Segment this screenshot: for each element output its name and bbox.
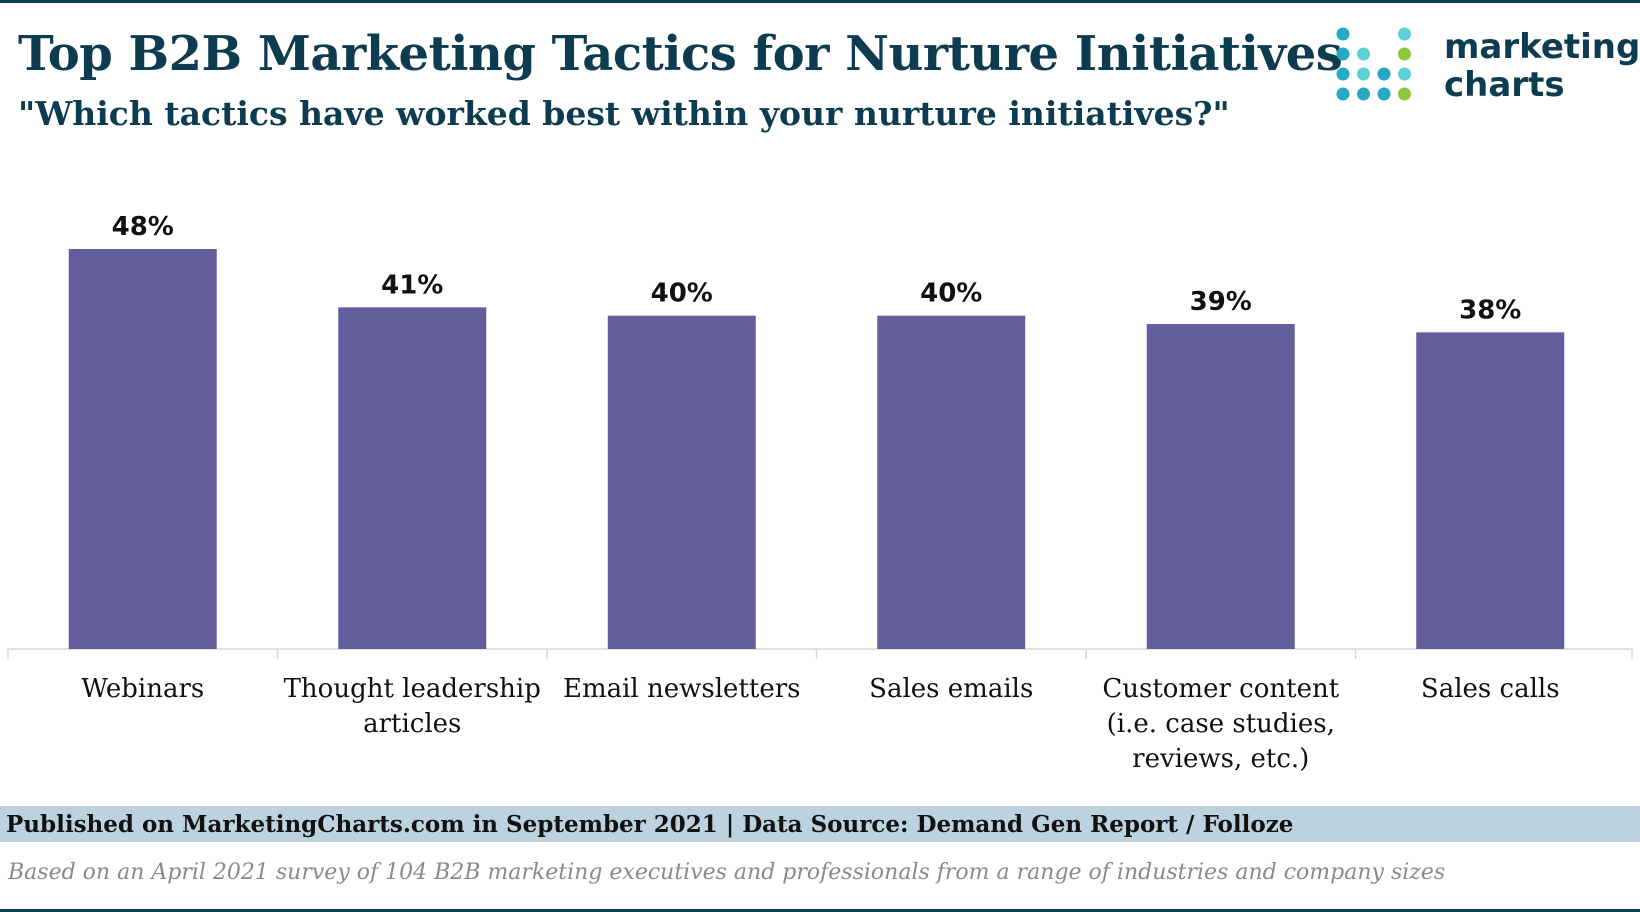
data-label: 38% (1459, 295, 1521, 325)
logo-dot (1398, 47, 1411, 61)
bar (1146, 324, 1295, 649)
logo-dot (1377, 67, 1391, 81)
source-band (0, 806, 1640, 842)
bar (1416, 332, 1565, 649)
bar (877, 315, 1026, 649)
logo-dot (1357, 87, 1370, 101)
category-label: (i.e. case studies, (1107, 709, 1335, 739)
bar-chart: 48% Webinars 41% Thought leadership articles… (7, 212, 1633, 774)
bar (607, 315, 756, 649)
source-line: Published on MarketingCharts.com in Sept… (6, 811, 1294, 838)
logo-dot (1336, 67, 1350, 81)
logo-line-2: charts (1444, 65, 1565, 105)
category-label: Webinars (81, 674, 204, 704)
category-label: Customer content (1102, 674, 1339, 704)
logo-dot (1357, 67, 1370, 81)
logo-dot (1398, 87, 1411, 101)
data-label: 40% (651, 279, 713, 309)
logo-dot (1336, 47, 1350, 61)
chart-subtitle: "Which tactics have worked best within y… (18, 94, 1230, 133)
bar (68, 249, 217, 649)
logo-text: marketing charts (1444, 28, 1640, 104)
category-label: Thought leadership (284, 674, 541, 704)
category-label: Email newsletters (563, 674, 801, 704)
chart-title: Top B2B Marketing Tactics for Nurture In… (18, 26, 1343, 82)
data-label: 41% (381, 270, 443, 300)
marketingcharts-logo: marketing charts (1336, 26, 1640, 110)
data-label: 40% (920, 279, 982, 309)
data-label: 39% (1190, 287, 1252, 317)
logo-dots-icon (1336, 27, 1411, 101)
category-label: reviews, etc.) (1132, 744, 1309, 774)
logo-dot (1336, 87, 1350, 101)
bar (338, 307, 487, 649)
data-label: 48% (112, 212, 174, 242)
logo-dot (1336, 27, 1350, 41)
methodology-note: Based on an April 2021 survey of 104 B2B… (8, 860, 1446, 885)
logo-dot (1398, 27, 1411, 41)
category-label: Sales calls (1421, 674, 1560, 704)
category-label: articles (363, 709, 461, 739)
logo-dot (1398, 67, 1411, 81)
category-label: Sales emails (869, 674, 1033, 704)
logo-dot (1377, 87, 1391, 101)
top-rule (0, 0, 1640, 3)
logo-line-1: marketing (1444, 27, 1640, 67)
logo-dot (1357, 47, 1370, 61)
bottom-rule (0, 909, 1640, 912)
